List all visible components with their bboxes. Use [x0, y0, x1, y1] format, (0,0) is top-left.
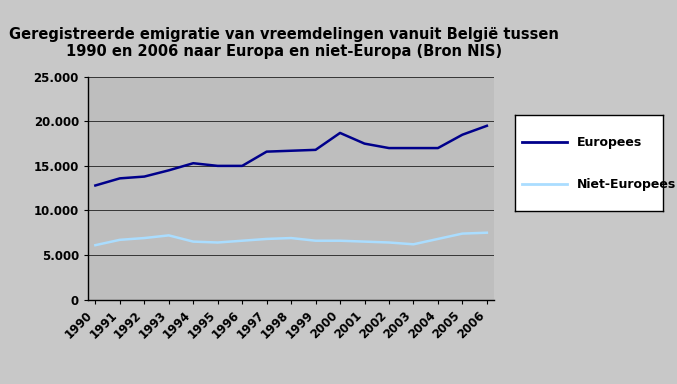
Europees	[238, 164, 246, 168]
Line: Niet-Europees: Niet-Europees	[95, 233, 487, 245]
Text: Europees: Europees	[577, 136, 642, 149]
Niet-Europees	[287, 236, 295, 240]
Niet-Europees	[311, 238, 320, 243]
Europees	[214, 164, 222, 168]
Europees	[165, 168, 173, 173]
Niet-Europees	[116, 238, 124, 242]
Niet-Europees	[385, 240, 393, 245]
Niet-Europees	[214, 240, 222, 245]
Europees	[311, 147, 320, 152]
Line: Europees: Europees	[95, 126, 487, 185]
Text: Geregistreerde emigratie van vreemdelingen vanuit België tussen
1990 en 2006 naa: Geregistreerde emigratie van vreemdeling…	[9, 27, 559, 59]
Niet-Europees	[263, 237, 271, 241]
Europees	[263, 149, 271, 154]
Niet-Europees	[140, 236, 148, 240]
Niet-Europees	[458, 231, 466, 236]
Niet-Europees	[336, 238, 344, 243]
Europees	[360, 141, 368, 146]
Niet-Europees	[360, 239, 368, 244]
Europees	[116, 176, 124, 180]
Europees	[91, 183, 100, 188]
Niet-Europees	[165, 233, 173, 238]
Niet-Europees	[410, 242, 418, 247]
Europees	[287, 149, 295, 153]
Niet-Europees	[238, 238, 246, 243]
Europees	[483, 124, 491, 128]
Europees	[410, 146, 418, 151]
Europees	[434, 146, 442, 151]
Europees	[140, 174, 148, 179]
Niet-Europees	[91, 243, 100, 247]
Europees	[385, 146, 393, 151]
Niet-Europees	[434, 237, 442, 241]
Europees	[189, 161, 197, 166]
Text: Niet-Europees: Niet-Europees	[577, 178, 676, 191]
Niet-Europees	[189, 239, 197, 244]
Europees	[458, 132, 466, 137]
Niet-Europees	[483, 230, 491, 235]
Europees	[336, 131, 344, 135]
